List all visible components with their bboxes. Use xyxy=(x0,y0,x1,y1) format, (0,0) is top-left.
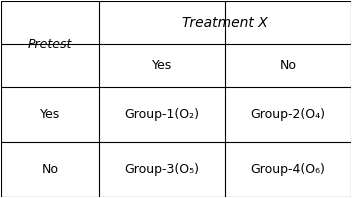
Text: Group-2(O₄): Group-2(O₄) xyxy=(250,108,325,121)
Text: Group-3(O₅): Group-3(O₅) xyxy=(125,163,200,176)
Text: Treatment X: Treatment X xyxy=(182,16,268,30)
Text: Yes: Yes xyxy=(152,59,172,72)
Text: Group-4(O₆): Group-4(O₆) xyxy=(250,163,325,176)
Text: Group-1(O₂): Group-1(O₂) xyxy=(125,108,200,121)
Text: Yes: Yes xyxy=(40,108,61,121)
Text: No: No xyxy=(42,163,59,176)
Text: Pretest: Pretest xyxy=(28,38,73,51)
Text: No: No xyxy=(279,59,296,72)
